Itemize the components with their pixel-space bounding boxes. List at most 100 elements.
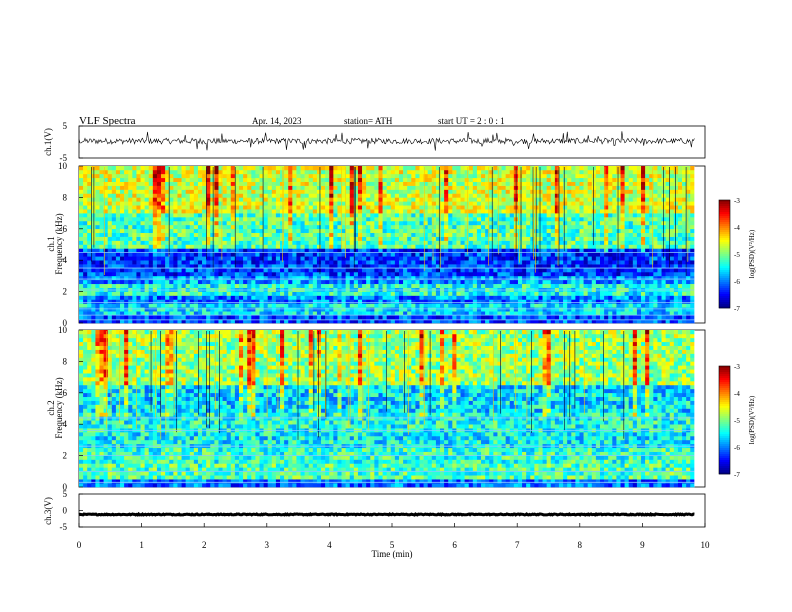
spectrogram-cell — [189, 264, 195, 269]
spectrogram-cell — [181, 275, 186, 281]
spectrogram-cell — [370, 205, 375, 210]
spectrogram-cell — [394, 248, 400, 253]
spectrogram-cell — [558, 291, 564, 296]
spectrogram-cell — [247, 209, 252, 214]
spectrogram-cell — [579, 224, 584, 230]
spectrogram-cell — [497, 185, 502, 190]
spectrogram-cell — [173, 268, 178, 273]
spectrogram-cell — [144, 220, 150, 226]
spectrogram-cell — [448, 240, 453, 245]
spectrogram-cell — [197, 260, 203, 265]
spectrogram-cell — [255, 209, 260, 214]
spectrogram-cell — [464, 315, 470, 320]
spectrogram-cell — [440, 260, 445, 265]
spectrogram-cell — [419, 189, 424, 194]
spectrogram-cell — [493, 232, 498, 237]
spectrogram-cell — [308, 260, 314, 265]
spectrogram-cell — [546, 232, 552, 237]
spectrogram-cell — [362, 224, 367, 230]
spectrogram-cell — [280, 185, 285, 190]
spectrogram-cell — [464, 252, 470, 257]
spectrogram-cell — [222, 224, 227, 230]
spectrogram-cell — [238, 236, 244, 241]
spectrogram-cell — [349, 193, 355, 198]
spectrogram-cell — [132, 181, 137, 186]
spectrogram-cell — [493, 303, 498, 308]
spectrogram-cell — [370, 271, 375, 277]
spectrogram-cell — [579, 220, 584, 226]
spectrogram-cell — [411, 217, 416, 222]
spectrogram-cell — [558, 315, 564, 320]
spectrogram-cell — [337, 232, 342, 237]
spectrogram-cell — [284, 169, 289, 175]
spectrogram-cell — [87, 185, 92, 190]
spectrogram-cell — [152, 189, 158, 194]
spectrogram-cell — [95, 213, 100, 218]
spectrogram-cell — [550, 279, 556, 285]
spectrogram-cell — [333, 197, 338, 202]
spectrogram-cell — [304, 303, 310, 308]
spectrogram-cell — [152, 185, 158, 190]
spectrogram-cell — [382, 279, 387, 285]
spectrogram-cell — [325, 252, 330, 257]
spectrogram-cell — [427, 268, 433, 273]
spectrogram-cell — [501, 173, 506, 179]
spectrogram-cell — [509, 209, 515, 214]
spectrogram-cell — [567, 220, 572, 226]
spectrogram-cell — [538, 197, 543, 202]
spectrogram-cell — [534, 217, 539, 222]
spectrogram-cell — [522, 224, 527, 230]
spectrogram-cell — [197, 315, 203, 320]
spectrogram-cell — [284, 295, 289, 300]
spectrogram-cell — [534, 232, 539, 237]
spectrogram-cell — [366, 209, 371, 214]
spectrogram-cell — [95, 283, 100, 288]
spectrogram-cell — [325, 275, 330, 281]
spectrogram-cell — [415, 307, 420, 312]
spectrogram-cell — [390, 224, 396, 230]
spectrogram-cell — [415, 291, 420, 296]
spectrogram-cell — [481, 213, 486, 218]
spectrogram-cell — [173, 307, 178, 312]
spectrogram-cell — [144, 268, 150, 273]
spectrogram-cell — [398, 307, 404, 312]
spectrogram-cell — [378, 268, 383, 273]
spectrogram-cell — [427, 217, 433, 222]
spectrogram-cell — [575, 177, 580, 182]
spectrogram-cell — [308, 232, 314, 237]
spectrogram-cell — [456, 224, 461, 230]
spectrogram-cell — [140, 319, 145, 324]
spectrogram-cell — [312, 169, 318, 175]
spectrogram-cell — [567, 197, 572, 202]
spectrogram-cell — [353, 166, 359, 171]
spectrogram-cell — [415, 319, 420, 324]
spectrogram-cell — [292, 197, 297, 202]
spectrogram-cell — [526, 311, 531, 316]
spectrogram-cell — [546, 224, 552, 230]
spectrogram-cell — [251, 279, 256, 285]
spectrogram-cell — [161, 228, 166, 234]
spectrogram-cell — [173, 189, 178, 194]
spectrogram-cell — [468, 205, 474, 210]
spectrogram-cell — [169, 295, 174, 300]
spectrogram-cell — [156, 166, 162, 171]
spectrogram-cell — [120, 244, 125, 249]
spectrogram-cell — [193, 213, 199, 218]
spectrogram-cell — [563, 307, 568, 312]
spectrogram-cell — [509, 181, 515, 186]
spectrogram-cell — [284, 236, 289, 241]
spectrogram-cell — [526, 307, 531, 312]
spectrogram-cell — [308, 197, 314, 202]
spectrogram-cell — [296, 240, 301, 245]
spectrogram-cell — [571, 236, 576, 241]
spectrogram-cell — [161, 177, 166, 182]
spectrogram-cell — [497, 166, 502, 171]
spectrogram-cell — [189, 279, 195, 285]
spectrogram-cell — [214, 315, 219, 320]
spectrogram-cell — [312, 232, 318, 237]
spectrogram-cell — [132, 185, 137, 190]
spectrogram-cell — [357, 185, 363, 190]
spectrogram-cell — [148, 213, 154, 218]
spectrogram-cell — [152, 307, 158, 312]
spectrogram-cell — [366, 264, 371, 269]
